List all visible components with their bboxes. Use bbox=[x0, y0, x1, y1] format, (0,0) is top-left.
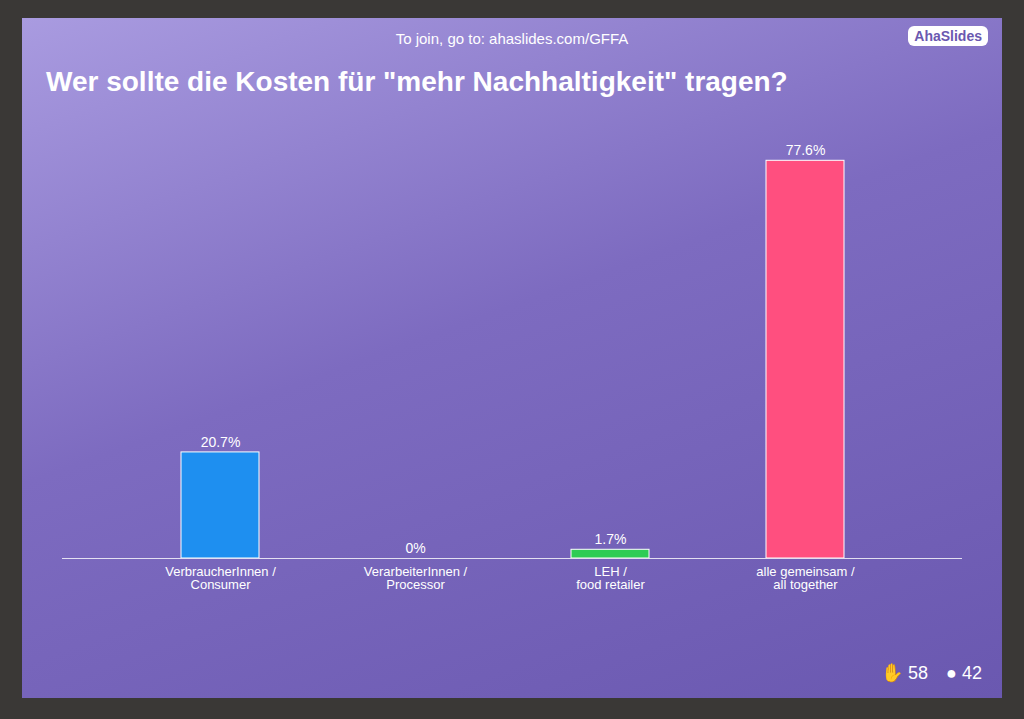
html-text:AhaSlides: AhaSlides bbox=[914, 28, 982, 44]
svg-text:1.7%: 1.7% bbox=[595, 531, 627, 547]
html-text:✋ 58: ✋ 58 bbox=[881, 663, 929, 683]
svg-text:0%: 0% bbox=[405, 540, 425, 556]
svg-text:VerbraucherInnen /Consumer: VerbraucherInnen /Consumer bbox=[165, 564, 276, 592]
svg-text:77.6%: 77.6% bbox=[786, 142, 826, 158]
html-text:Wer sollte die Kosten für "meh: Wer sollte die Kosten für "mehr Nachhalt… bbox=[46, 66, 788, 97]
svg-text:alle gemeinsam /all together: alle gemeinsam /all together bbox=[756, 564, 855, 592]
svg-text:VerarbeiterInnen /Processor: VerarbeiterInnen /Processor bbox=[364, 564, 468, 592]
svg-text:LEH /food retailer: LEH /food retailer bbox=[576, 564, 645, 592]
svg-text:20.7%: 20.7% bbox=[201, 434, 241, 450]
html-text:● 42: ● 42 bbox=[946, 663, 982, 683]
html-text:To join, go to: ahaslides.com/: To join, go to: ahaslides.com/GFFA bbox=[395, 30, 629, 47]
